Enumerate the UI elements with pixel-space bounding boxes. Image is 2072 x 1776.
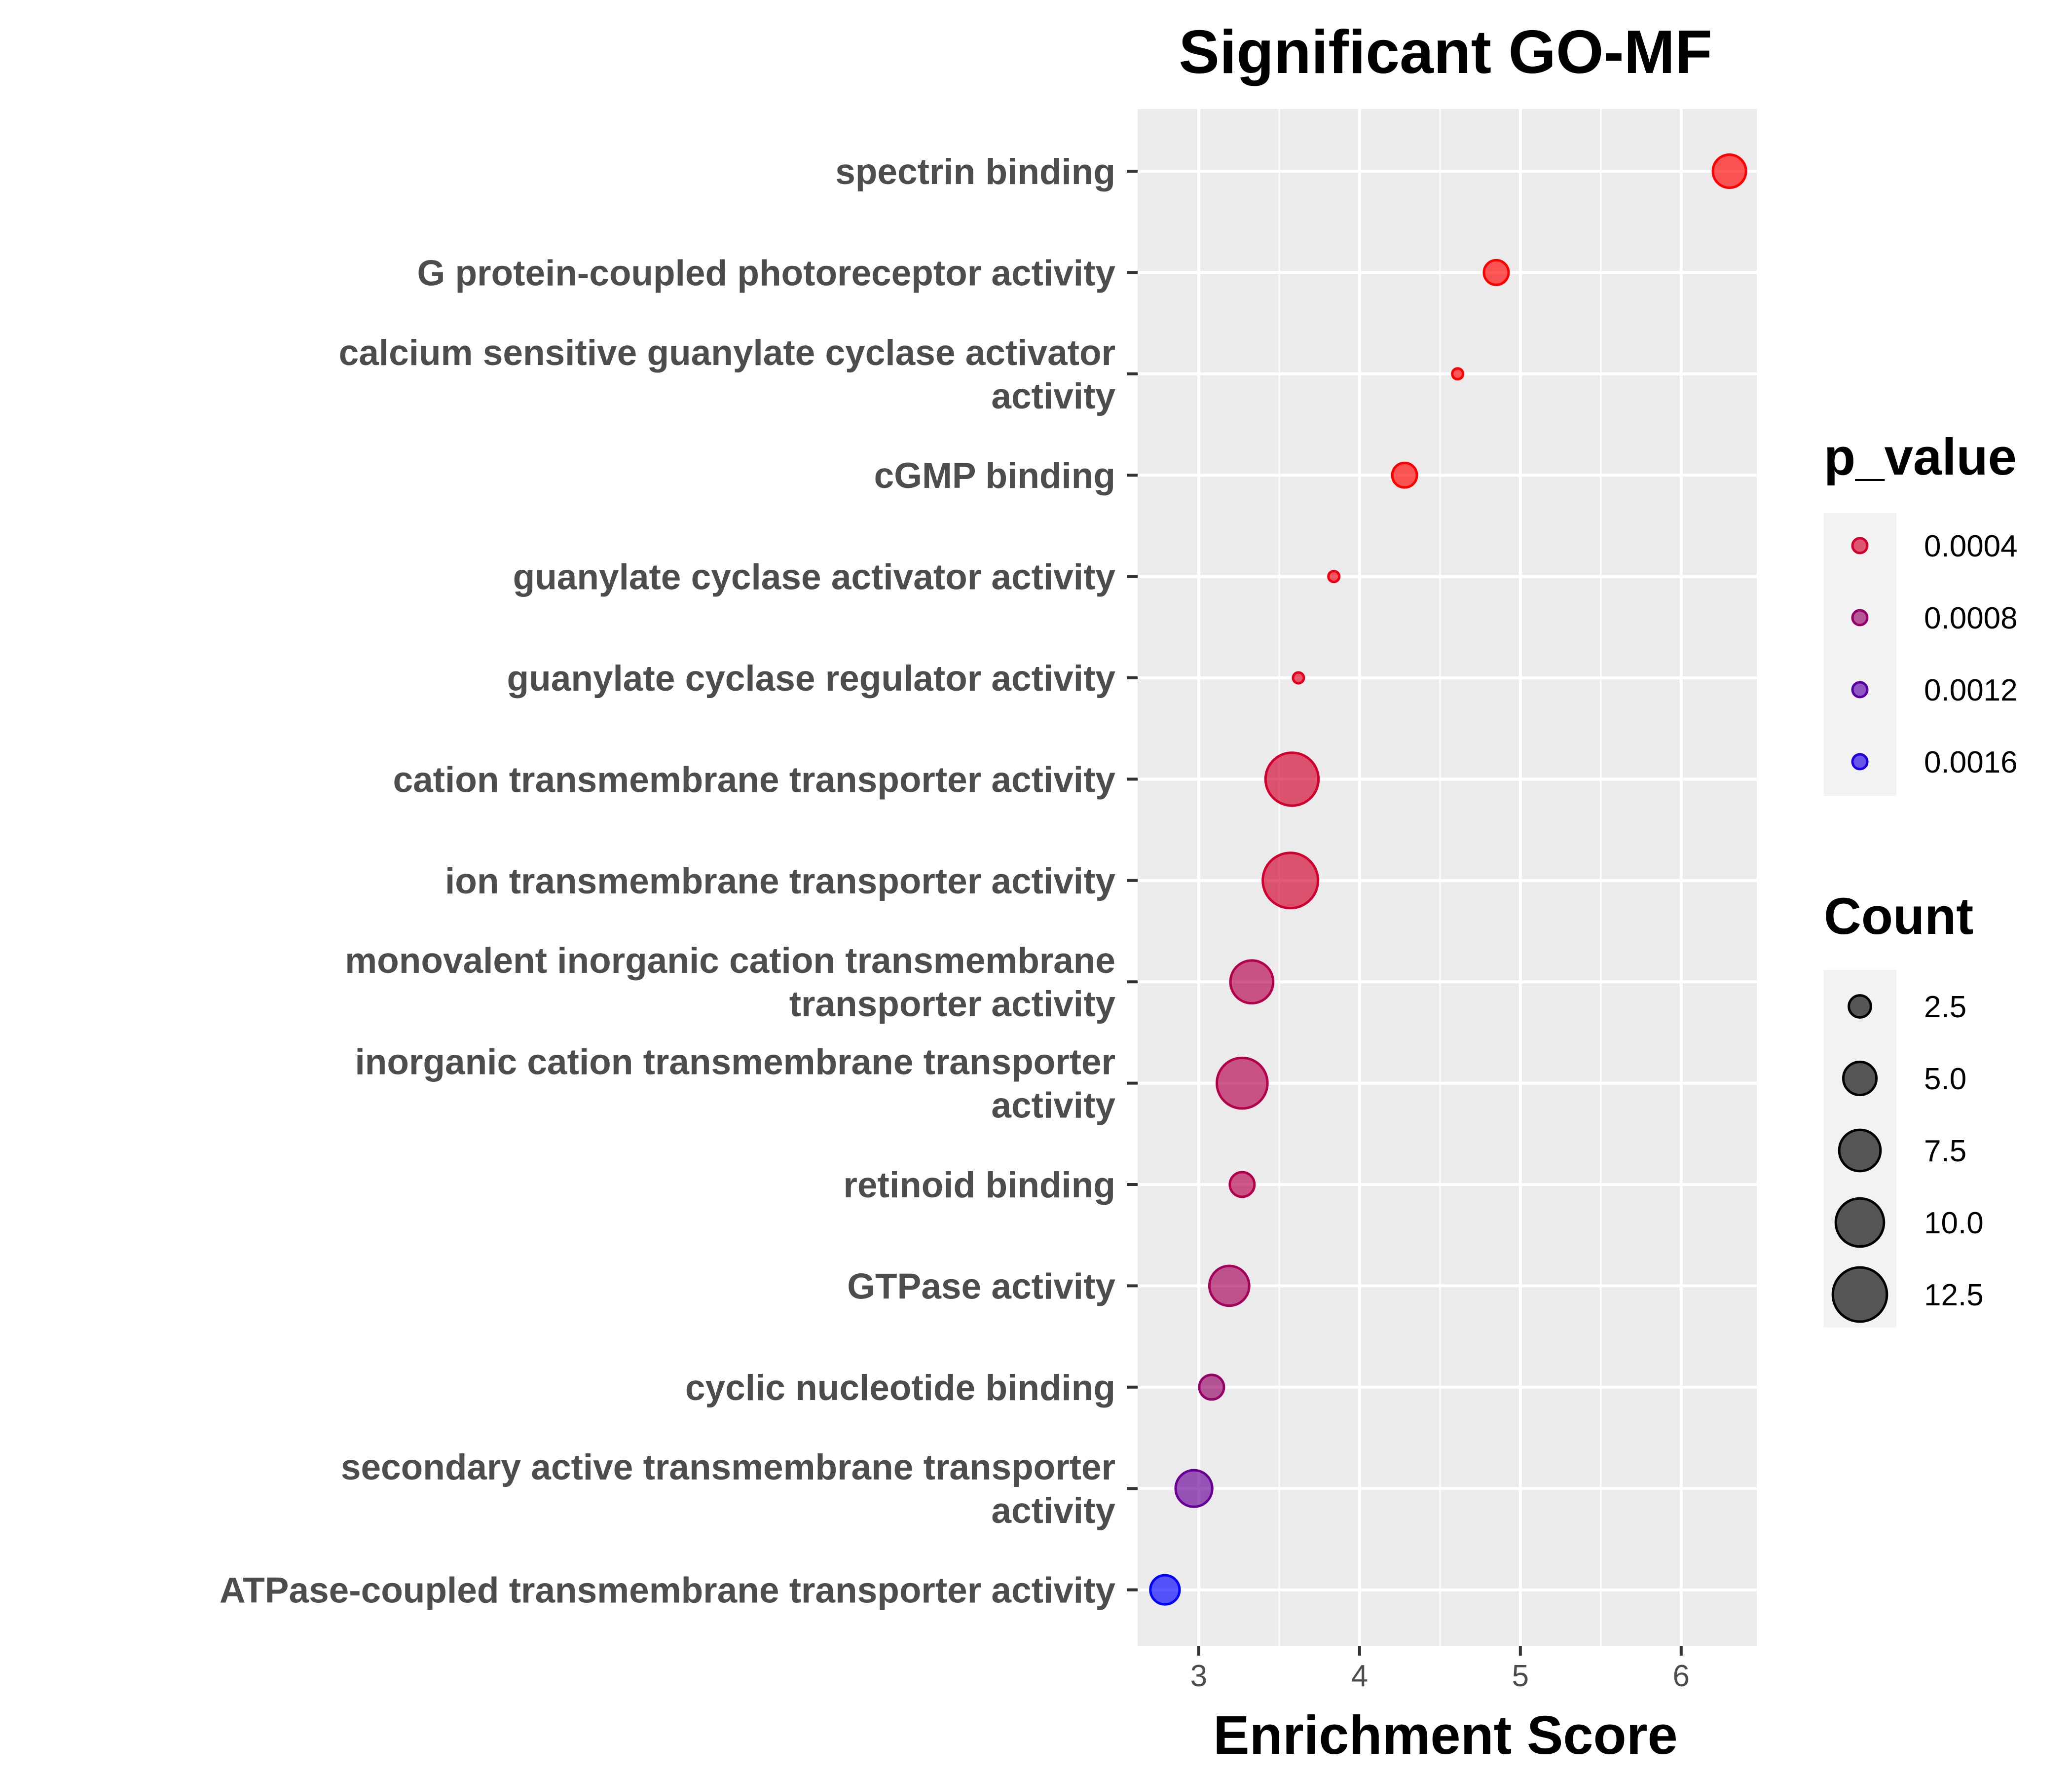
- y-tick-label: cyclic nucleotide binding: [685, 1368, 1115, 1408]
- y-axis: spectrin binding G protein-coupled photor…: [220, 152, 1138, 1611]
- legend-p-value-key: [1851, 609, 1869, 627]
- data-point: [1391, 461, 1418, 489]
- legend-count-key: [1848, 994, 1872, 1019]
- data-point: [1216, 1056, 1269, 1110]
- y-tick-label: G protein-coupled photoreceptor activity: [417, 253, 1115, 293]
- chart-title: Significant GO-MF: [1179, 18, 1712, 86]
- legend-p-value-label: 0.0008: [1924, 601, 2018, 635]
- y-tick-label: inorganic cation transmembrane transport…: [355, 1042, 1115, 1082]
- legend-count-label: 12.5: [1924, 1278, 1984, 1312]
- x-tick-label: 3: [1190, 1659, 1207, 1693]
- data-point: [1264, 751, 1320, 807]
- legend-count-label: 5.0: [1924, 1062, 1966, 1096]
- y-tick-label: retinoid binding: [844, 1165, 1115, 1205]
- y-tick-label: activity: [991, 1086, 1115, 1126]
- y-tick-label: monovalent inorganic cation transmembran…: [345, 941, 1115, 981]
- y-tick-label: secondary active transmembrane transport…: [341, 1447, 1115, 1487]
- y-tick-label: cGMP binding: [874, 456, 1115, 496]
- data-point: [1198, 1373, 1225, 1401]
- data-point: [1711, 153, 1747, 189]
- x-tick-label: 5: [1512, 1659, 1529, 1693]
- legend-count-label: 10.0: [1924, 1206, 1984, 1240]
- x-axis-title: Enrichment Score: [1213, 1705, 1677, 1766]
- data-point: [1482, 259, 1510, 286]
- legend-count-label: 7.5: [1924, 1134, 1966, 1168]
- y-tick-label: GTPase activity: [847, 1266, 1115, 1306]
- legend-count-key: [1838, 1128, 1882, 1173]
- data-point: [1229, 959, 1275, 1005]
- legend-p-value-label: 0.0012: [1924, 673, 2018, 707]
- legend-p-value: p_value 0.0004 0.0008 0.0012 0.0016: [1824, 428, 2018, 796]
- data-point: [1208, 1264, 1251, 1307]
- legend-p-value-key: [1851, 681, 1869, 699]
- data-point: [1228, 1171, 1256, 1198]
- legend-p-value-key: [1851, 537, 1869, 555]
- y-tick-label: guanylate cyclase activator activity: [513, 557, 1116, 597]
- y-tick-label: cation transmembrane transporter activit…: [393, 760, 1115, 800]
- data-points: [1149, 153, 1747, 1606]
- y-tick-label: transporter activity: [789, 984, 1116, 1024]
- y-tick-label: activity: [991, 1491, 1115, 1531]
- y-tick-label: activity: [991, 376, 1115, 416]
- y-tick-label: spectrin binding: [835, 152, 1115, 192]
- x-tick-label: 6: [1673, 1659, 1690, 1693]
- y-tick-label: calcium sensitive guanylate cyclase acti…: [339, 333, 1115, 373]
- legend-p-value-title: p_value: [1824, 428, 2017, 486]
- data-point: [1451, 367, 1465, 381]
- y-tick-label: ATPase-coupled transmembrane transporter…: [220, 1571, 1115, 1611]
- legend-count-title: Count: [1824, 888, 1973, 945]
- legend-count-key: [1831, 1266, 1888, 1323]
- legend-count: Count 2.5 5.0 7.5 10.0 12.5: [1824, 888, 1984, 1328]
- data-point: [1292, 671, 1305, 685]
- grid: [1138, 109, 1757, 1646]
- legend-p-value-key: [1851, 753, 1869, 771]
- data-point: [1261, 851, 1320, 910]
- plot-panel: [1138, 109, 1757, 1646]
- data-point: [1327, 570, 1341, 584]
- y-tick-label: ion transmembrane transporter activity: [445, 861, 1115, 901]
- legend-p-value-label: 0.0004: [1924, 529, 2018, 563]
- y-tick-label: guanylate cyclase regulator activity: [507, 659, 1116, 699]
- legend-count-key: [1834, 1197, 1886, 1248]
- data-point: [1149, 1574, 1181, 1606]
- legend-count-label: 2.5: [1924, 990, 1966, 1024]
- data-point: [1174, 1469, 1214, 1508]
- legend-count-key: [1842, 1060, 1878, 1097]
- legend-p-value-label: 0.0016: [1924, 745, 2018, 779]
- x-axis: 3 4 5 6: [1190, 1646, 1690, 1693]
- x-tick-label: 4: [1351, 1659, 1368, 1693]
- legend-p-value-key-box: [1824, 513, 1896, 796]
